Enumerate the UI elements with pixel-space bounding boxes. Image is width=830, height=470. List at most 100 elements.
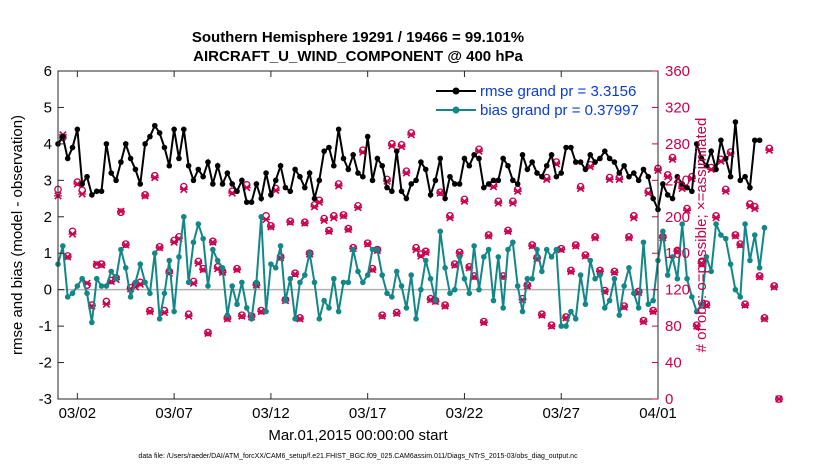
rmse-point xyxy=(301,184,308,191)
bias-point xyxy=(413,316,419,322)
obs-assimilated-marker xyxy=(504,227,512,236)
bias-point xyxy=(292,316,298,322)
rmse-point xyxy=(181,126,187,133)
rmse-point xyxy=(340,155,347,162)
bias-point xyxy=(268,261,274,267)
y-tick-label: 2 xyxy=(44,209,52,226)
rmse-point xyxy=(553,173,560,180)
rmse-point xyxy=(727,173,734,180)
bias-point xyxy=(505,246,511,253)
obs-assimilated-marker xyxy=(102,300,111,309)
obs-assimilated-marker xyxy=(494,199,503,207)
obs-assimilated-marker xyxy=(407,131,416,139)
obs-assimilated-marker xyxy=(339,212,348,220)
bias-point xyxy=(272,265,279,271)
obs-possible-marker xyxy=(508,197,517,206)
bias-point xyxy=(350,246,356,253)
obs-possible-marker xyxy=(610,267,619,276)
bias-point xyxy=(456,254,463,260)
obs-assimilated-marker xyxy=(155,243,164,252)
obs-assimilated-marker xyxy=(300,219,309,227)
bias-point xyxy=(548,254,555,260)
rmse-point xyxy=(427,192,434,198)
x-tick-label: 03/07 xyxy=(155,405,193,422)
rmse-point xyxy=(572,159,579,165)
rmse-point xyxy=(742,173,748,180)
rmse-point xyxy=(524,166,531,173)
obs-assimilated-marker xyxy=(170,238,179,247)
rmse-point xyxy=(258,195,265,202)
obs-assimilated-marker xyxy=(363,240,372,248)
x-tick-label: 03/22 xyxy=(446,405,484,422)
obs-assimilated-marker xyxy=(116,207,125,216)
bias-point xyxy=(490,297,497,304)
obs-assimilated-marker xyxy=(145,307,154,316)
obs-assimilated-marker xyxy=(150,173,159,182)
y-tick-label: 4 xyxy=(44,136,52,153)
rmse-point xyxy=(451,181,458,187)
bias-point xyxy=(577,272,584,278)
rmse-point xyxy=(645,173,652,180)
obs-assimilated-marker xyxy=(179,185,188,194)
rmse-point xyxy=(408,181,415,187)
bias-point xyxy=(214,257,221,264)
bias-point xyxy=(708,268,715,275)
rmse-point xyxy=(514,181,521,187)
obs-assimilated-marker xyxy=(97,261,106,269)
y2-tick-label: 320 xyxy=(665,99,690,116)
rmse-point xyxy=(529,159,535,165)
bias-point xyxy=(64,294,71,300)
legend-label-rmse: rmse grand pr = 3.3156 xyxy=(480,83,636,100)
obs-possible-marker xyxy=(712,212,720,220)
rmse-point xyxy=(355,170,361,176)
rmse-point xyxy=(684,184,690,191)
rmse-point xyxy=(272,177,279,184)
rmse-point xyxy=(722,155,729,162)
rmse-point xyxy=(190,177,197,184)
bias-point xyxy=(219,265,226,271)
obs-assimilated-marker xyxy=(184,312,193,320)
x-tick-label: 03/12 xyxy=(252,405,290,422)
obs-assimilated-marker xyxy=(324,227,333,236)
y2-axis-label: # of obs: o=possible; ×=assimilated xyxy=(693,118,710,353)
obs-possible-marker xyxy=(591,232,599,241)
obs-assimilated-marker xyxy=(697,259,706,268)
bias-point xyxy=(69,290,76,297)
rmse-point xyxy=(60,133,66,140)
obs-assimilated-marker xyxy=(315,198,324,206)
bias-point xyxy=(451,286,458,293)
rmse-point xyxy=(732,119,739,125)
bias-point xyxy=(360,279,366,286)
rmse-point xyxy=(456,181,463,187)
rmse-point xyxy=(693,141,700,147)
rmse-point xyxy=(268,192,274,198)
obs-possible-marker xyxy=(407,129,416,137)
bias-point xyxy=(432,297,439,304)
rmse-point xyxy=(611,159,618,165)
bias-point xyxy=(616,312,623,318)
bias-point xyxy=(664,272,671,278)
obs-possible-marker xyxy=(233,264,241,273)
rmse-point xyxy=(674,173,681,180)
rmse-point xyxy=(292,166,298,173)
obs-count-markers xyxy=(54,129,783,403)
series-lines xyxy=(55,119,768,329)
bias-point xyxy=(732,286,739,293)
bias-point xyxy=(195,221,202,227)
bias-point xyxy=(369,246,376,253)
obs-assimilated-marker xyxy=(402,169,411,177)
bias-point xyxy=(563,323,569,329)
obs-possible-marker xyxy=(460,195,469,204)
obs-possible-marker xyxy=(421,247,430,256)
bias-point xyxy=(587,257,594,264)
obs-possible-marker xyxy=(629,212,638,220)
bias-point xyxy=(756,265,763,271)
bias-point xyxy=(103,283,110,289)
bias-point xyxy=(485,246,492,253)
obs-assimilated-marker xyxy=(286,218,295,227)
obs-assimilated-marker xyxy=(194,259,203,268)
x-axis-label: Mar.01,2015 00:00:00 start xyxy=(268,427,448,444)
obs-assimilated-marker xyxy=(624,233,633,242)
obs-assimilated-marker xyxy=(334,182,343,190)
